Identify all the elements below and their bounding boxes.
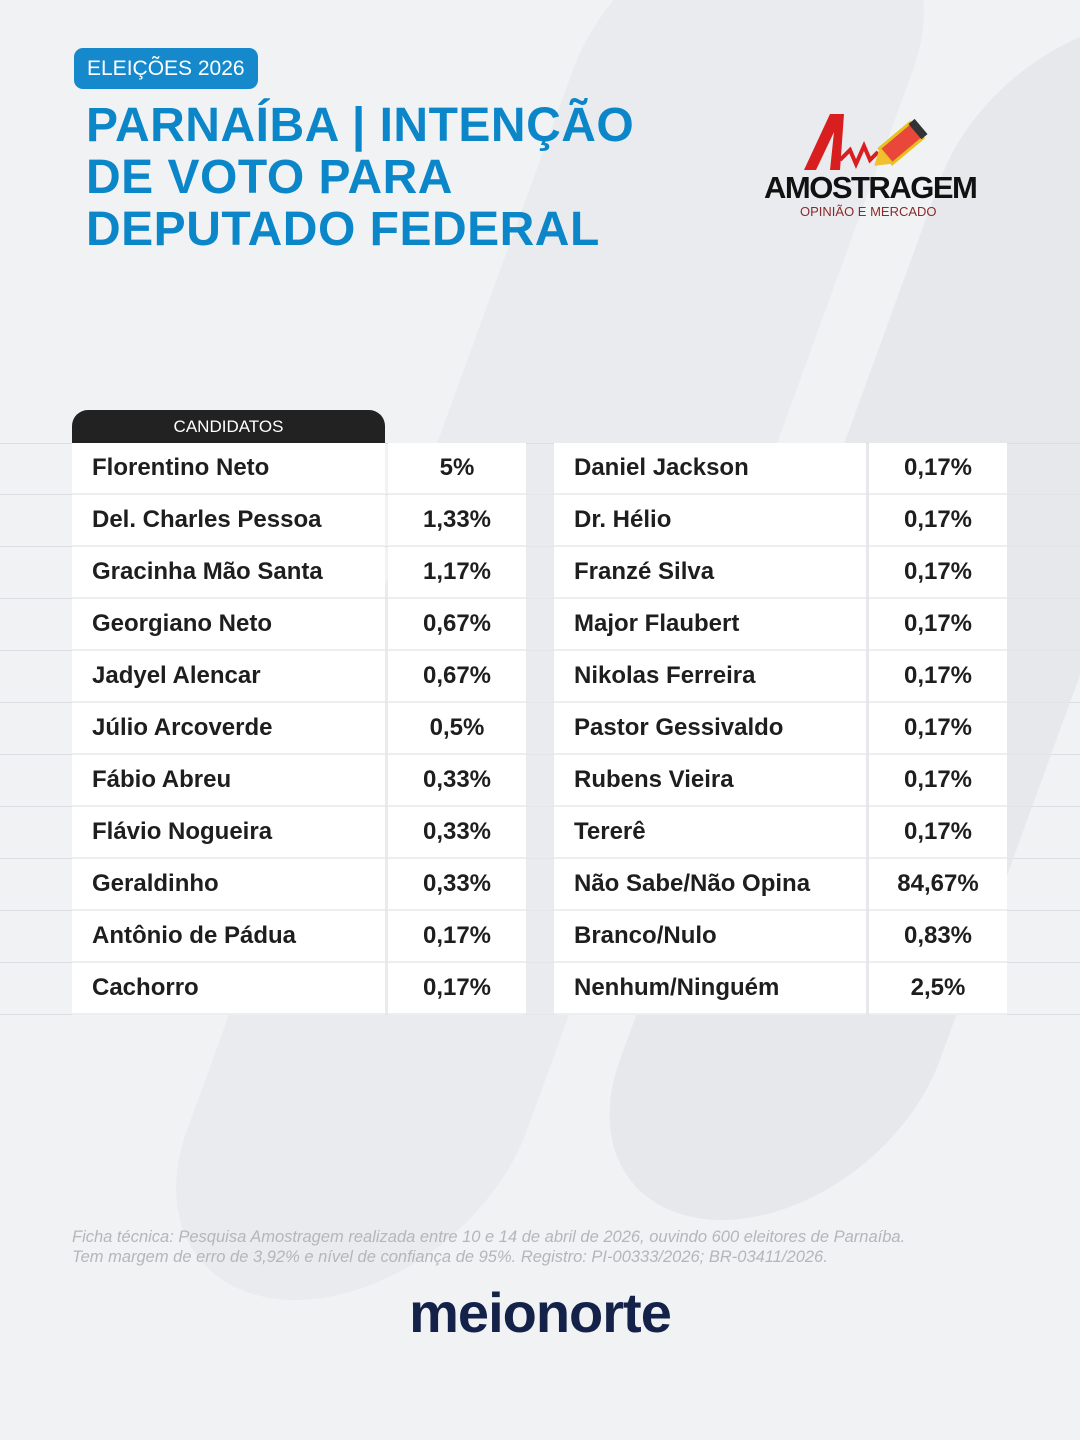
table-row: Georgiano Neto 0,67% (72, 599, 526, 651)
vote-percentage: 0,17% (869, 703, 1007, 755)
table-row: Antônio de Pádua 0,17% (72, 911, 526, 963)
table-row: Major Flaubert 0,17% (554, 599, 1007, 651)
technical-note: Ficha técnica: Pesquisa Amostragem reali… (72, 1227, 905, 1267)
table-row: Fábio Abreu 0,33% (72, 755, 526, 807)
candidate-name: Fábio Abreu (72, 755, 385, 807)
elections-badge: ELEIÇÕES 2026 (74, 48, 258, 89)
table-header-candidates: CANDIDATOS (72, 410, 385, 443)
meionorte-logo: meionorte (409, 1281, 672, 1344)
logo-brand-text: AMOSTRAGEM (764, 170, 978, 205)
vote-percentage: 0,17% (869, 495, 1007, 547)
candidate-name: Georgiano Neto (72, 599, 385, 651)
candidate-name: Major Flaubert (554, 599, 866, 651)
vote-percentage: 5% (388, 443, 526, 495)
table-row: Daniel Jackson 0,17% (554, 443, 1007, 495)
candidate-name: Branco/Nulo (554, 911, 866, 963)
candidate-name: Daniel Jackson (554, 443, 866, 495)
candidate-name: Não Sabe/Não Opina (554, 859, 866, 911)
candidate-name: Cachorro (72, 963, 385, 1015)
table-row: Flávio Nogueira 0,33% (72, 807, 526, 859)
table-row: Nenhum/Ninguém 2,5% (554, 963, 1007, 1015)
note-line: Ficha técnica: Pesquisa Amostragem reali… (72, 1228, 906, 1246)
table-row: Rubens Vieira 0,17% (554, 755, 1007, 807)
candidate-name: Franzé Silva (554, 547, 866, 599)
vote-percentage: 0,17% (869, 755, 1007, 807)
table-row: Cachorro 0,17% (72, 963, 526, 1015)
title-line: PARNAÍBA | INTENÇÃO (86, 99, 635, 152)
note-line: Tem margem de erro de 3,92% e nível de c… (72, 1248, 828, 1266)
vote-percentage: 0,33% (388, 859, 526, 911)
vote-percentage: 0,17% (869, 547, 1007, 599)
table-row: Florentino Neto 5% (72, 443, 526, 495)
candidate-name: Pastor Gessivaldo (554, 703, 866, 755)
candidate-name: Del. Charles Pessoa (72, 495, 385, 547)
candidate-name: Antônio de Pádua (72, 911, 385, 963)
table-row: Nikolas Ferreira 0,17% (554, 651, 1007, 703)
vote-percentage: 0,17% (869, 443, 1007, 495)
table-row: Jadyel Alencar 0,67% (72, 651, 526, 703)
table-row: Branco/Nulo 0,83% (554, 911, 1007, 963)
table-row: Del. Charles Pessoa 1,33% (72, 495, 526, 547)
vote-percentage: 0,67% (388, 651, 526, 703)
candidate-name: Jadyel Alencar (72, 651, 385, 703)
left-results-table: Florentino Neto 5% Del. Charles Pessoa 1,33… (72, 443, 526, 1015)
vote-percentage: 2,5% (869, 963, 1007, 1015)
vote-percentage: 0,33% (388, 755, 526, 807)
vote-percentage: 1,17% (388, 547, 526, 599)
vote-percentage: 0,83% (869, 911, 1007, 963)
title-line: DEPUTADO FEDERAL (86, 203, 600, 256)
vote-percentage: 0,17% (869, 651, 1007, 703)
logo-subtitle: OPINIÃO E MERCADO (800, 204, 937, 219)
candidate-name: Gracinha Mão Santa (72, 547, 385, 599)
candidate-name: Geraldinho (72, 859, 385, 911)
vote-percentage: 0,17% (388, 911, 526, 963)
vote-percentage: 0,33% (388, 807, 526, 859)
candidate-name: Júlio Arcoverde (72, 703, 385, 755)
vote-percentage: 0,17% (869, 599, 1007, 651)
candidate-name: Nenhum/Ninguém (554, 963, 866, 1015)
table-row: Tererê 0,17% (554, 807, 1007, 859)
page-title: PARNAÍBA | INTENÇÃO DE VOTO PARA DEPUTAD… (86, 100, 634, 256)
table-row: Não Sabe/Não Opina 84,67% (554, 859, 1007, 911)
table-row: Pastor Gessivaldo 0,17% (554, 703, 1007, 755)
vote-percentage: 0,17% (388, 963, 526, 1015)
right-results-table: Daniel Jackson 0,17% Dr. Hélio 0,17% Franzé … (554, 443, 1007, 1015)
candidate-name: Florentino Neto (72, 443, 385, 495)
amostragem-logo: AMOSTRAGEM OPINIÃO E MERCADO (760, 110, 978, 225)
vote-percentage: 0,17% (869, 807, 1007, 859)
logo-pencil-icon (804, 114, 928, 170)
divider (0, 443, 1080, 444)
candidate-name: Rubens Vieira (554, 755, 866, 807)
candidate-name: Flávio Nogueira (72, 807, 385, 859)
candidate-name: Dr. Hélio (554, 495, 866, 547)
candidate-name: Tererê (554, 807, 866, 859)
title-line: DE VOTO PARA (86, 151, 453, 204)
table-row: Geraldinho 0,33% (72, 859, 526, 911)
vote-percentage: 0,67% (388, 599, 526, 651)
table-row: Gracinha Mão Santa 1,17% (72, 547, 526, 599)
table-row: Franzé Silva 0,17% (554, 547, 1007, 599)
vote-percentage: 0,5% (388, 703, 526, 755)
table-row: Júlio Arcoverde 0,5% (72, 703, 526, 755)
vote-percentage: 84,67% (869, 859, 1007, 911)
vote-percentage: 1,33% (388, 495, 526, 547)
candidate-name: Nikolas Ferreira (554, 651, 866, 703)
table-row: Dr. Hélio 0,17% (554, 495, 1007, 547)
